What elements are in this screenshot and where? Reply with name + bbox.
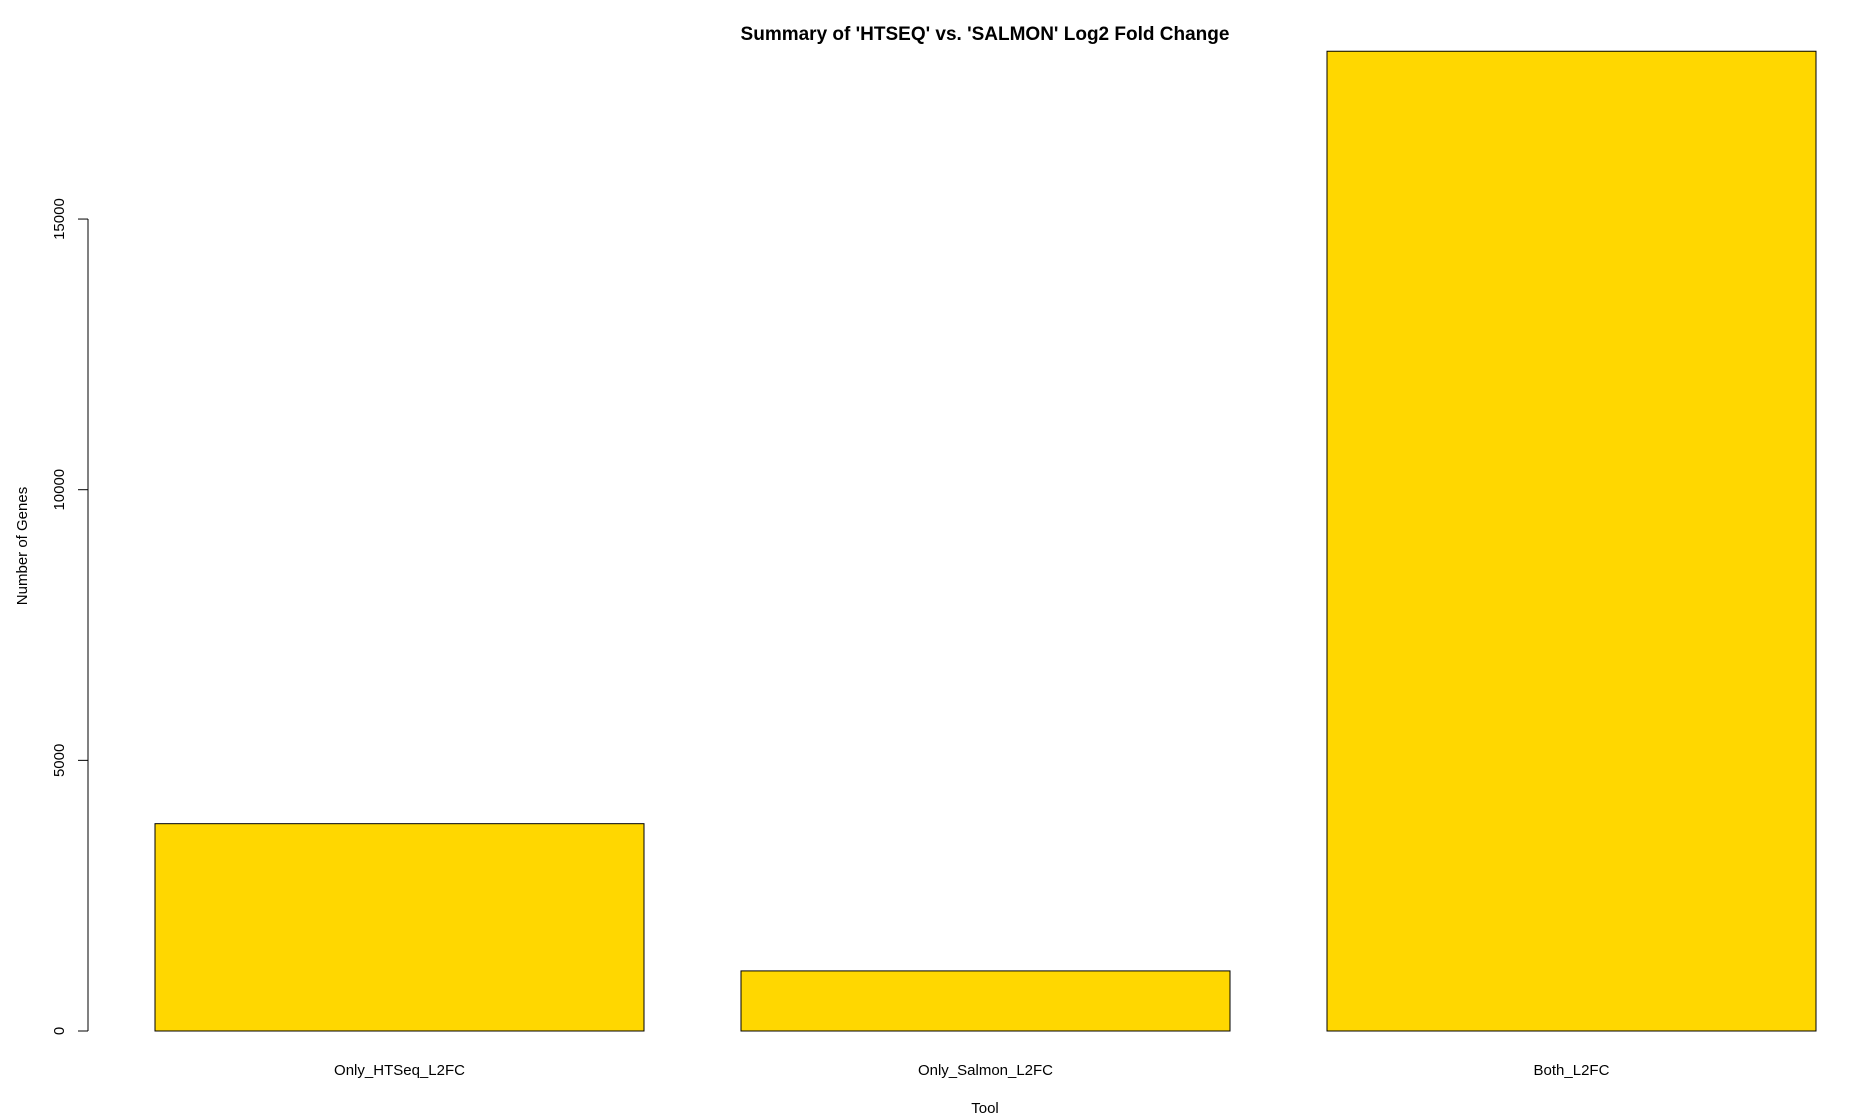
y-tick-label: 15000	[51, 198, 68, 240]
bar-both-l2fc	[1326, 50, 1817, 1032]
bar-only-htseq-l2fc	[154, 823, 645, 1032]
chart-title: Summary of 'HTSEQ' vs. 'SALMON' Log2 Fol…	[741, 24, 1230, 45]
y-tick-label: 0	[51, 1027, 68, 1035]
x-axis-label: Tool	[971, 1100, 999, 1114]
y-axis-label: Number of Genes	[14, 487, 31, 605]
x-tick-label: Only_Salmon_L2FC	[918, 1062, 1053, 1079]
y-tick-label: 10000	[51, 469, 68, 511]
x-category-labels: Only_HTSeq_L2FC Only_Salmon_L2FC Both_L2FC	[334, 1062, 1610, 1079]
bars-group	[154, 50, 1817, 1032]
y-tick-label: 5000	[51, 744, 68, 777]
x-tick-label: Only_HTSeq_L2FC	[334, 1062, 465, 1079]
bar-only-salmon-l2fc	[740, 970, 1231, 1032]
y-axis: 0 5000 10000 15000	[51, 198, 89, 1035]
x-tick-label: Both_L2FC	[1534, 1062, 1610, 1079]
